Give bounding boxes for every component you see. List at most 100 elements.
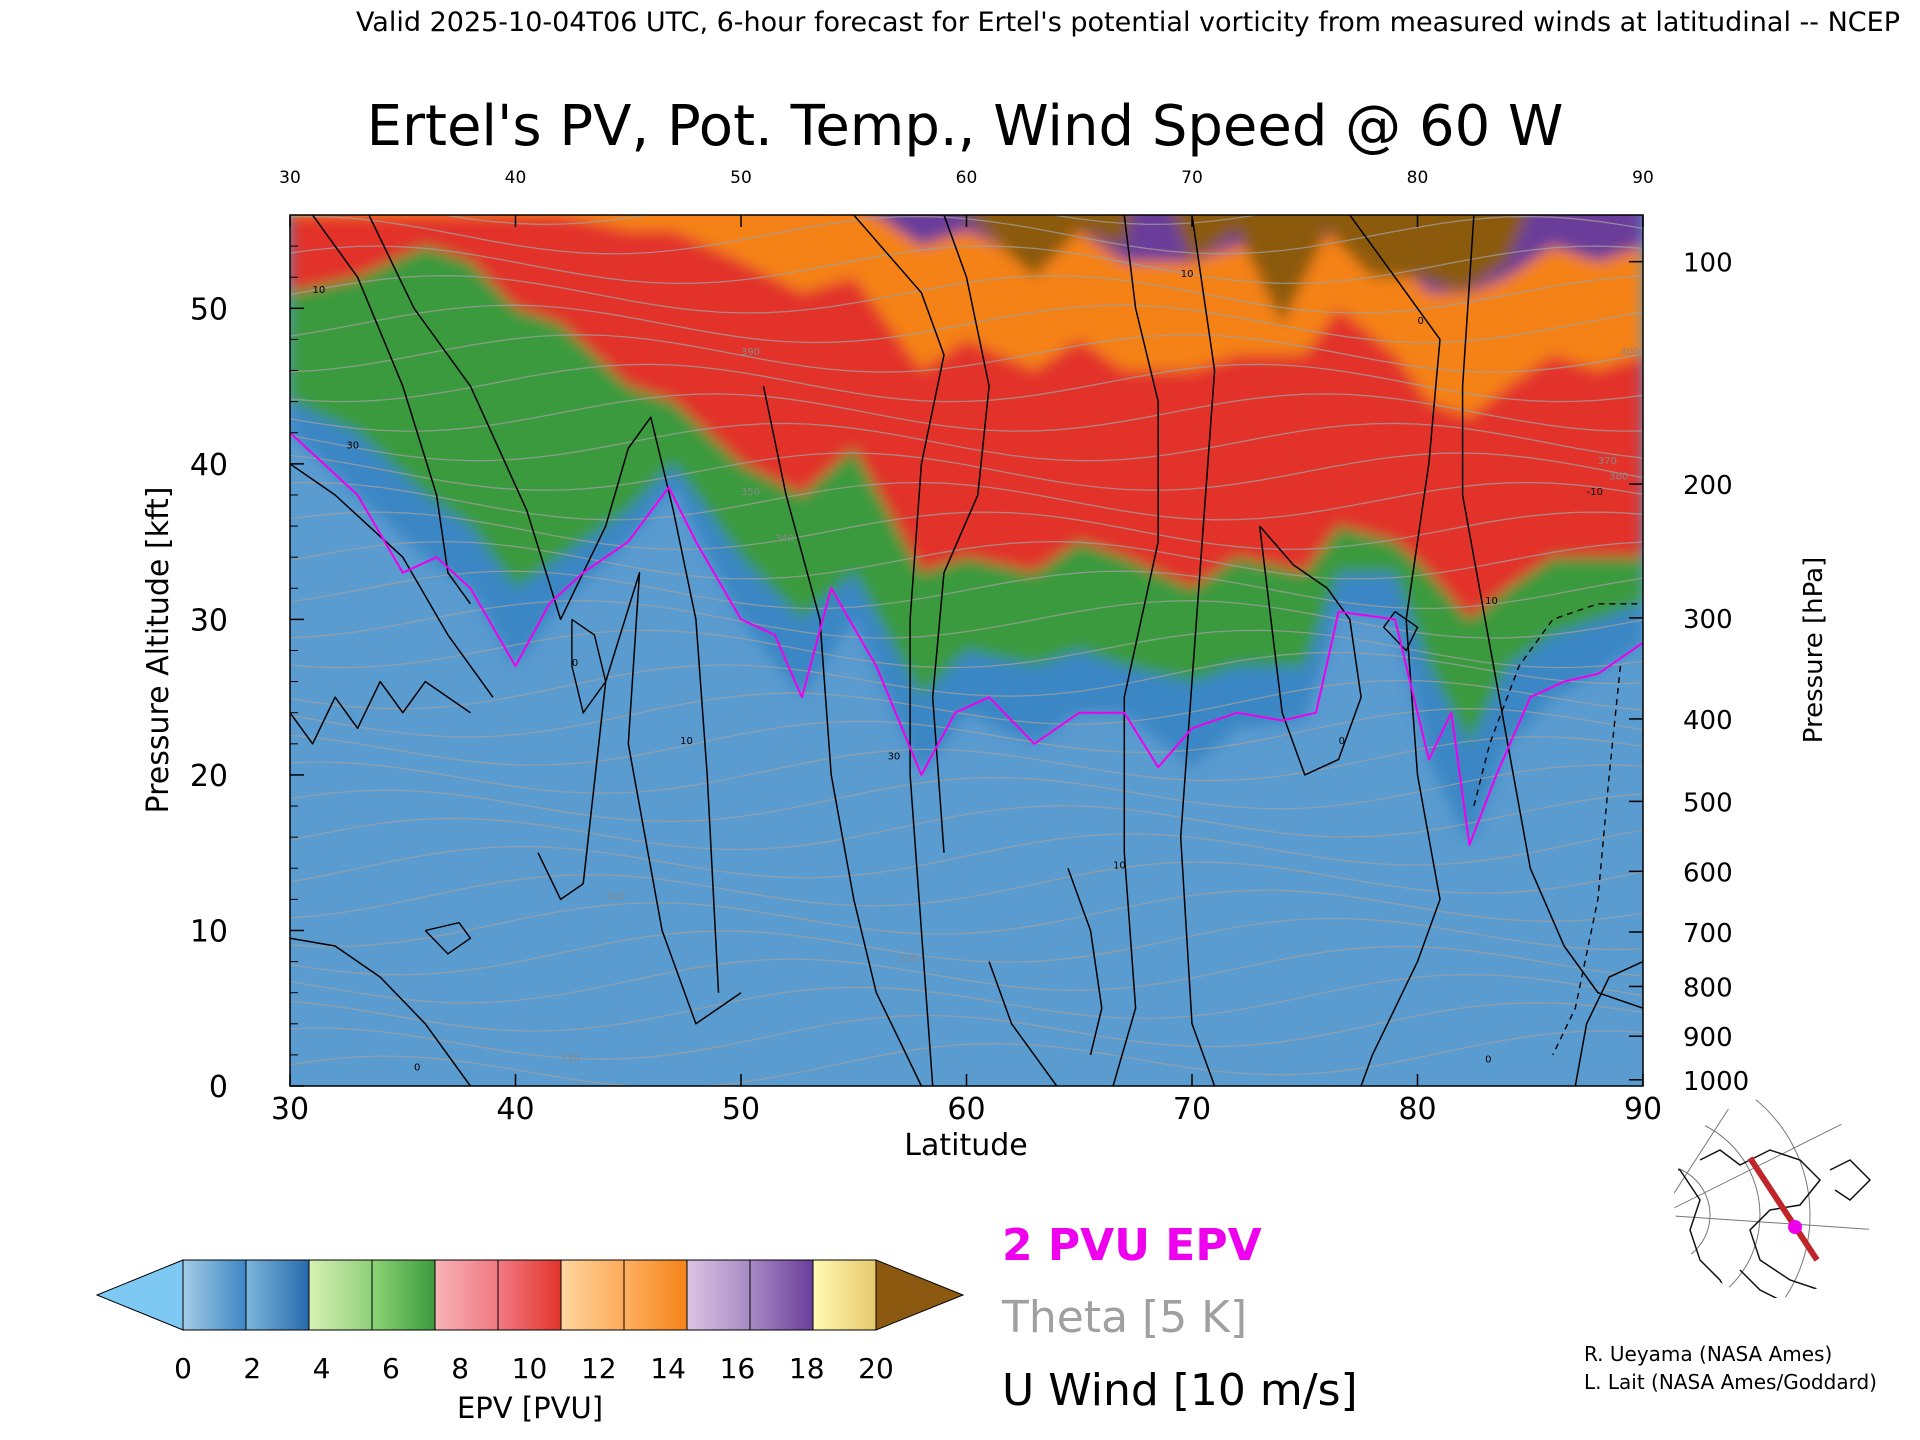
theta-contour-16 [290,570,1643,610]
theta-contour-20 [290,452,1643,491]
u-wind-closed-1 [571,618,607,715]
theta-contour-6 [290,861,1643,919]
u-wind-contour-15 [1574,960,1643,1086]
u-wind-label-2: 10 [1113,860,1126,871]
legend-theta: Theta [5 K] [1001,1292,1247,1343]
theta-label-1: 320 [606,891,625,902]
u-wind-contour-10 [1112,215,1159,1086]
theta-label-4: 350 [741,487,760,498]
y2-tick-label-0: 100 [1683,249,1733,279]
x-tick-label-4: 70 [1173,1092,1211,1127]
y2-tick-label-1: 200 [1683,471,1733,501]
theta-contour-15 [290,600,1643,639]
colorbar-segment-9 [750,1260,814,1330]
epv-colorbar: 0 2 4 6 8 10 12 14 16 18 20 [95,1259,965,1385]
contour-labels: 310 320 330 340 350 370 380 390 400 10 10 10 10 10 30 3… [313,269,1640,1073]
x-top-tick-label-1: 40 [505,168,527,188]
colorbar-tick-4: 8 [451,1352,469,1385]
x-tick-label-5: 80 [1398,1092,1436,1127]
u-wind-contour-negative [1473,603,1643,807]
y2-tick-label-5: 600 [1683,858,1733,888]
u-wind-contour-14 [1461,215,1643,1009]
u-wind-contour-3 [368,215,720,993]
theta-contour-12 [290,679,1643,738]
theta-contour-27 [290,245,1643,285]
locator-map [1674,1098,1874,1298]
colorbar-segment-0 [183,1260,247,1330]
chart-title: Ertel's PV, Pot. Temp., Wind Speed @ 60 … [367,94,1564,159]
theta-contour-17 [290,540,1643,580]
theta-contour-7 [290,829,1643,883]
theta-contour-25 [290,304,1643,344]
y2-tick-label-3: 400 [1683,706,1733,736]
x-tick-label-2: 50 [722,1092,760,1127]
theta-label-7: 390 [741,347,760,358]
u-wind-label-0: 10 [313,285,326,296]
theta-contour-14 [290,629,1643,669]
theta-contour-22 [290,393,1643,432]
u-wind-label-1: 10 [680,736,693,747]
x-top-tick-label-4: 70 [1181,168,1203,188]
x-top-tick-label-0: 30 [279,168,301,188]
y2-tick-label-4: 500 [1683,788,1733,818]
epv-band-5 [966,215,1528,324]
plot-area: 310 320 330 340 350 370 380 390 400 10 10 10 10 10 30 3… [290,215,1643,1086]
colorbar-tick-6: 12 [581,1352,617,1385]
colorbar-over-arrow [875,1259,965,1331]
u-wind-label-10: 0 [1418,316,1424,327]
u-wind-contour-5 [537,571,742,1025]
theta-contour-18 [290,511,1643,551]
theta-label-5: 370 [1598,456,1617,467]
x-top-tick-label-5: 80 [1407,168,1429,188]
y2-tick-label-6: 700 [1683,919,1733,949]
u-wind-label-7: 0 [572,658,578,669]
y2-axis-label: Pressure [hPa] [1799,557,1829,744]
colorbar-tick-10: 20 [858,1352,894,1385]
colorbar-segment-2 [309,1260,373,1330]
colorbar-tick-3: 6 [382,1352,400,1385]
u-wind-contour-12 [1258,525,1362,776]
theta-contour-26 [290,275,1643,314]
y2-tick-label-9: 1000 [1683,1067,1749,1097]
colorbar-segment-1 [246,1260,310,1330]
u-wind-label-11: 0 [1485,1055,1491,1066]
theta-contour-23 [290,363,1643,403]
y-axis-label: Pressure Altitude [kft] [141,487,176,814]
u-wind-label-12: -10 [1587,487,1603,498]
colorbar-segment-4 [435,1260,499,1330]
theta-contour-21 [290,422,1643,462]
colorbar-tick-1: 2 [243,1352,261,1385]
u-wind-closed-2 [1382,611,1419,652]
u-wind-contour-4 [290,937,472,1086]
colorbar-under-arrow [95,1259,184,1331]
x-top-tick-label-3: 60 [956,168,978,188]
colorbar-label: EPV [PVU] [457,1391,603,1425]
u-wind-label-8: 0 [414,1062,420,1073]
colorbar-tick-5: 10 [512,1352,548,1385]
theta-contour-3 [290,945,1643,1004]
y2-tick-label-8: 900 [1683,1023,1733,1053]
y2-tick-label-2: 300 [1683,605,1733,635]
legend-u-wind: U Wind [10 m/s] [1002,1365,1358,1416]
credit-line-2: L. Lait (NASA Ames/Goddard) [1584,1370,1877,1394]
colorbar-frame [182,1259,877,1331]
u-wind-label-3: 10 [1181,269,1194,280]
colorbar-segment-7 [624,1260,688,1330]
u-wind-contour-9 [988,961,1058,1086]
section-line [1747,1156,1820,1262]
colorbar-tick-2: 4 [313,1352,331,1385]
u-wind-contour-16 [1067,868,1103,1056]
x-top-tick-label-2: 50 [730,168,752,188]
theta-contour-2 [290,974,1643,1032]
theta-label-3: 340 [775,534,794,545]
u-wind-contour-7 [853,215,945,1086]
x-tick-label-1: 40 [496,1092,534,1127]
theta-contour-0 [290,1030,1643,1086]
u-wind-label-4: 10 [1485,596,1498,607]
u-wind-contour-13 [1349,215,1441,1086]
theta-contour-8 [290,793,1643,851]
u-wind-contour-11 [1179,215,1216,1086]
legend: 2 PVU EPV Theta [5 K] U Wind [10 m/s] [1001,1220,1358,1416]
u-wind-contour-6 [762,385,923,1086]
